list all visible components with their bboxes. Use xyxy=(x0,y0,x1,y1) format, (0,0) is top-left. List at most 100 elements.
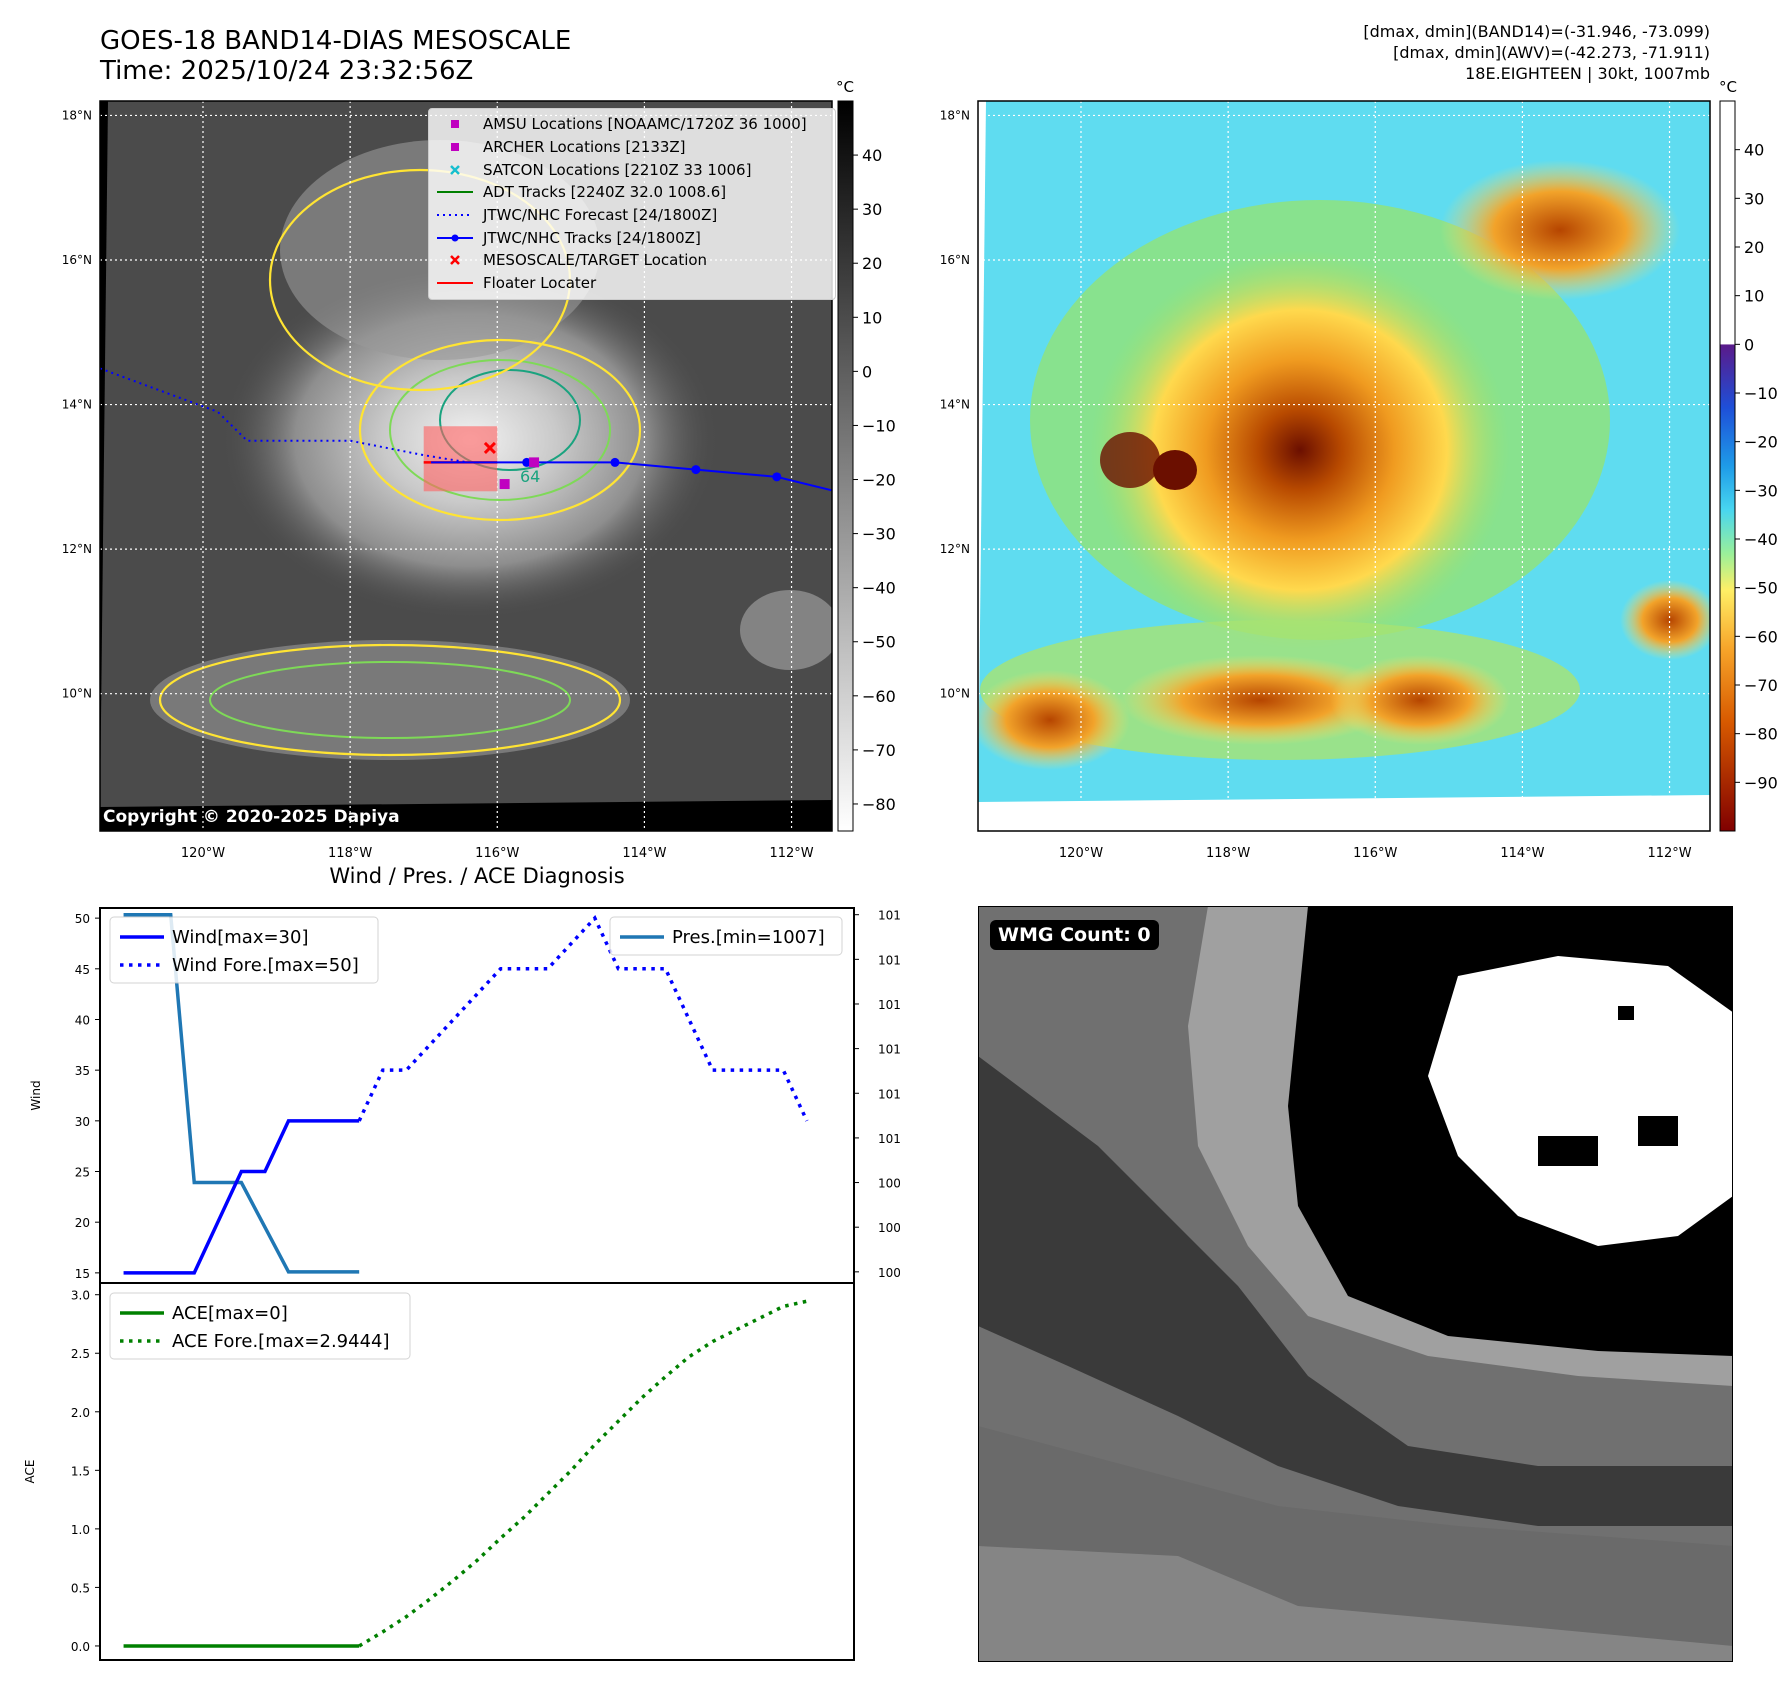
ace-ytick-label: 3.0 xyxy=(71,1289,90,1303)
lat-tick-label: 10°N xyxy=(940,687,970,701)
awv-colorbar xyxy=(1719,100,1736,832)
wind-ytick-label: 15 xyxy=(75,1267,90,1281)
legend-label: ARCHER Locations [2133Z] xyxy=(483,138,686,157)
ace-ytick-label: 0.0 xyxy=(71,1640,90,1654)
legend-item: ARCHER Locations [2133Z] xyxy=(435,136,829,159)
colorbar-tick-label: 40 xyxy=(1744,141,1764,160)
lat-tick-label: 14°N xyxy=(62,398,92,412)
legend-label: ACE[max=0] xyxy=(172,1303,288,1324)
band14-minmax: [dmax, dmin](BAND14)=(-31.946, -73.099) xyxy=(1363,22,1710,41)
colorbar-tick-label: 20 xyxy=(1744,238,1764,257)
awv-gridlines xyxy=(978,101,1710,831)
legend-key-icon xyxy=(437,214,473,217)
chart-legend xyxy=(109,1292,411,1360)
jtwc-track-point xyxy=(610,457,620,467)
lon-tick-label: 114°W xyxy=(1500,846,1544,861)
colorbar-tick-label: −20 xyxy=(862,471,896,490)
colorbar-tick-label: 40 xyxy=(862,146,882,165)
ace-ytick-label: 0.5 xyxy=(71,1581,90,1595)
colorbar-tick-label: 10 xyxy=(1744,287,1764,306)
colorbar-tick-label: 30 xyxy=(862,200,882,219)
colorbar-tick-label: −80 xyxy=(862,795,896,814)
cloud-contour-green xyxy=(389,359,611,501)
ace-ytick-label: 1.0 xyxy=(71,1523,90,1537)
wind-ytick-label: 20 xyxy=(75,1216,90,1230)
colorbar-tick-label: −50 xyxy=(862,633,896,652)
legend-item: ADT Tracks [2240Z 32.0 1008.6] xyxy=(435,181,829,204)
cloud-contour-teal xyxy=(439,369,581,471)
pressure-ytick-label: 1010 xyxy=(878,1132,900,1146)
legend-item: JTWC/NHC Forecast [24/1800Z] xyxy=(435,204,829,227)
wind-ytick-label: 25 xyxy=(75,1166,90,1180)
pressure-ytick-label: 1007 xyxy=(878,1266,900,1280)
colorbar-tick-label: 0 xyxy=(1744,335,1754,354)
colorbar-tick-label: −30 xyxy=(1744,481,1778,500)
legend-label: ACE Fore.[max=2.9444] xyxy=(172,1331,390,1352)
lat-tick-label: 16°N xyxy=(62,253,92,267)
wind-line xyxy=(123,1119,360,1275)
ir-colorbar xyxy=(837,100,854,832)
legend-label: Wind[max=30] xyxy=(172,927,309,948)
colorbar-tick-label: 10 xyxy=(862,308,882,327)
colorbar-tick-label: −70 xyxy=(862,741,896,760)
floater-box xyxy=(423,426,498,492)
legend-item: MESOSCALE/TARGET Location xyxy=(435,249,829,272)
legend-label: JTWC/NHC Forecast [24/1800Z] xyxy=(483,206,718,225)
lon-tick-label: 116°W xyxy=(1353,846,1397,861)
ace-ytick-label: 2.0 xyxy=(71,1406,90,1420)
colorbar-tick-label: −10 xyxy=(1744,384,1778,403)
legend-label: JTWC/NHC Tracks [24/1800Z] xyxy=(483,228,701,247)
legend-key-icon xyxy=(451,143,459,152)
copyright-text: Copyright © 2020-2025 Dapiya xyxy=(103,807,400,827)
jtwc-track-point xyxy=(522,457,532,467)
legend-key-icon xyxy=(450,255,460,266)
colorbar-tick-label: 20 xyxy=(862,254,882,273)
legend-label: AMSU Locations [NOAAMC/1720Z 36 1000] xyxy=(483,115,807,134)
wind-ytick-label: 40 xyxy=(75,1013,90,1027)
wind-ytick-label: 35 xyxy=(75,1064,90,1078)
ir-colorbar-unit: °C xyxy=(836,78,854,96)
lat-tick-label: 14°N xyxy=(940,398,970,412)
lon-tick-label: 120°W xyxy=(181,846,225,861)
storm-info: 18E.EIGHTEEN | 30kt, 1007mb xyxy=(1465,64,1710,83)
lon-tick-label: 112°W xyxy=(1647,846,1691,861)
lon-tick-label: 112°W xyxy=(769,846,813,861)
legend-key-icon xyxy=(437,282,473,285)
lon-tick-label: 114°W xyxy=(622,846,666,861)
awv-storm-core xyxy=(1090,250,1510,650)
colorbar-tick-label: −10 xyxy=(862,416,896,435)
colorbar-tick-label: 0 xyxy=(862,362,872,381)
colorbar-tick-label: 30 xyxy=(1744,189,1764,208)
ir-legend: AMSU Locations [NOAAMC/1720Z 36 1000] ARC… xyxy=(428,108,836,300)
lon-tick-label: 120°W xyxy=(1059,846,1103,861)
pressure-ytick-label: 1012 xyxy=(878,1043,900,1057)
lat-tick-label: 12°N xyxy=(62,542,92,556)
legend-label: Pres.[min=1007] xyxy=(672,927,825,948)
awv-map-panel: 120°W 118°W 116°W 114°W 112°W 18°N 16°N 14°N 12°… xyxy=(940,78,1778,861)
wind-ytick-label: 45 xyxy=(75,963,90,977)
pressure-line xyxy=(123,912,360,1274)
pressure-ytick-label: 1013 xyxy=(878,998,900,1012)
jtwc-track-point xyxy=(772,472,782,482)
ace-ytick-label: 1.5 xyxy=(71,1464,90,1478)
colorbar-tick-label: −40 xyxy=(1744,530,1778,549)
contour-label-64: 64 xyxy=(520,467,540,486)
pressure-ytick-label: 1014 xyxy=(878,953,900,967)
colorbar-tick-label: −80 xyxy=(1744,725,1778,744)
jtwc-track xyxy=(431,461,832,492)
chart-legend xyxy=(109,916,379,984)
legend-key-icon xyxy=(450,164,460,175)
archer-marker xyxy=(499,479,510,490)
colorbar-tick-label: −60 xyxy=(1744,627,1778,646)
lat-tick-label: 10°N xyxy=(62,687,92,701)
legend-item: JTWC/NHC Tracks [24/1800Z] xyxy=(435,226,829,249)
legend-key-icon xyxy=(437,234,473,242)
lon-tick-label: 116°W xyxy=(475,846,519,861)
wmg-count-badge: WMG Count: 0 xyxy=(990,920,1159,950)
pressure-ytick-label: 1009 xyxy=(878,1177,900,1191)
colorbar-tick-label: −20 xyxy=(1744,433,1778,452)
awv-colorbar-unit: °C xyxy=(1719,78,1737,96)
